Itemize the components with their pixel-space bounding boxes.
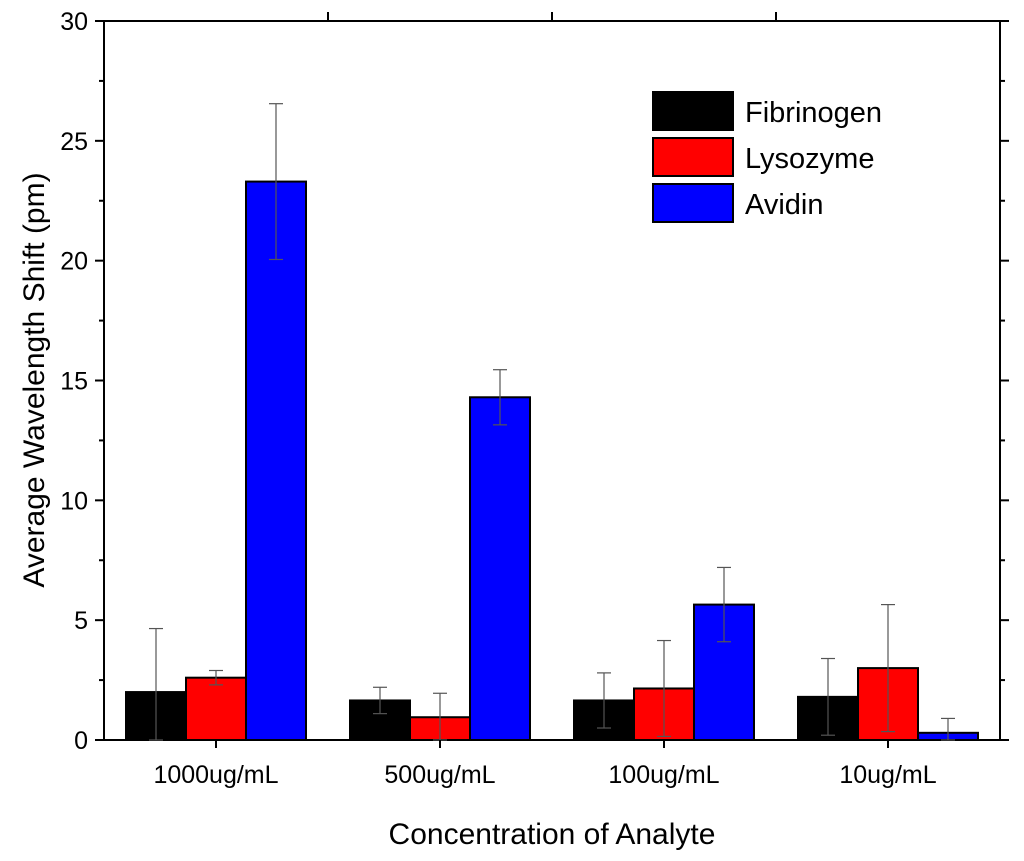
y-axis: 0 5 10 15 20 25 30: [60, 8, 1009, 755]
y-tick-label: 5: [74, 607, 88, 635]
y-tick-label: 20: [60, 248, 88, 276]
y-tick-label: 15: [60, 368, 88, 396]
bar-avidin: [245, 180, 307, 741]
legend-label-lysozyme: Lysozyme: [745, 143, 874, 175]
y-tick-label: 30: [60, 8, 88, 36]
legend-swatch-lysozyme: [652, 137, 734, 177]
bar-lysozyme: [185, 676, 247, 741]
x-tick-label: 100ug/mL: [608, 761, 719, 789]
legend-swatch-avidin: [652, 183, 734, 223]
y-tick-label: 10: [60, 487, 88, 515]
y-tick-label: 0: [74, 727, 88, 755]
x-tick-label: 1000ug/mL: [153, 761, 278, 789]
bars-group: [125, 180, 979, 742]
legend-label-avidin: Avidin: [745, 189, 823, 221]
legend-swatch-fibrinogen: [652, 91, 734, 131]
legend: Fibrinogen Lysozyme Avidin: [652, 91, 882, 223]
x-axis-title: Concentration of Analyte: [389, 818, 716, 851]
x-axis: 1000ug/mL 500ug/mL 100ug/mL 10ug/mL: [153, 12, 937, 789]
x-tick-label: 500ug/mL: [384, 761, 495, 789]
error-bars-group: [149, 103, 955, 741]
x-tick-label: 10ug/mL: [839, 761, 936, 789]
y-tick-label: 25: [60, 128, 88, 156]
legend-label-fibrinogen: Fibrinogen: [745, 97, 882, 129]
y-axis-title: Average Wavelength Shift (pm): [18, 172, 51, 587]
bar-avidin: [469, 396, 531, 741]
